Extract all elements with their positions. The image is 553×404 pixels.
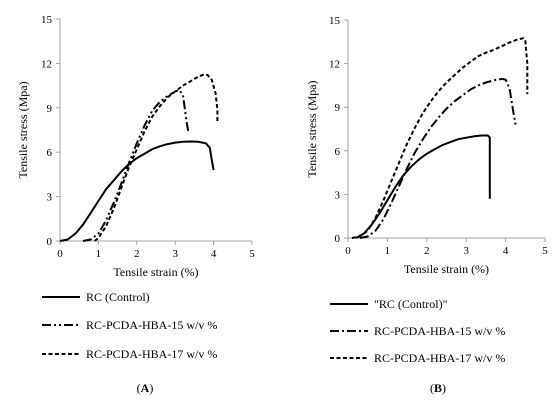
- x-tick-label: 1: [385, 245, 391, 257]
- y-tick-label: 9: [47, 103, 53, 115]
- y-tick-label: 0: [47, 236, 53, 248]
- y-tick-label: 3: [47, 192, 53, 204]
- x-tick-label: 4: [503, 245, 509, 257]
- panel-label: (B): [430, 381, 446, 395]
- x-tick-label: 0: [57, 248, 63, 260]
- x-tick-label: 3: [463, 245, 469, 257]
- x-axis-title: Tensile strain (%): [404, 262, 489, 276]
- x-axis-title: Tensile strain (%): [113, 265, 198, 279]
- x-tick-label: 1: [96, 248, 102, 260]
- x-tick-label: 2: [134, 248, 140, 260]
- x-tick-label: 4: [211, 248, 217, 260]
- y-tick-label: 15: [41, 14, 53, 26]
- legend-label-1: "RC (Control)": [374, 297, 448, 311]
- x-tick-label: 2: [424, 245, 430, 257]
- y-tick-label: 9: [335, 102, 341, 114]
- panel-label: (A): [137, 381, 154, 395]
- series-line-2: [82, 89, 190, 242]
- x-tick-label: 3: [172, 248, 178, 260]
- legend-label-3: RC-PCDA-HBA-17 w/v %: [374, 351, 505, 365]
- legend-label-2: RC-PCDA-HBA-15 w/v %: [86, 318, 217, 332]
- y-tick-label: 6: [47, 147, 53, 159]
- panel-label-part: (: [137, 381, 141, 395]
- y-tick-label: 0: [335, 233, 341, 245]
- legend-label-1: RC (Control): [86, 290, 150, 304]
- y-axis-title: Tensile stress (Mpa): [305, 80, 319, 177]
- x-tick-label: 5: [542, 245, 548, 257]
- series-line-3: [93, 73, 219, 242]
- y-axis-title: Tensile stress (Mpa): [16, 81, 30, 178]
- x-tick-label: 0: [345, 245, 351, 257]
- series-line-3: [351, 37, 529, 239]
- panel-label-part: ): [149, 381, 153, 395]
- legend-label-2: RC-PCDA-HBA-15 w/v %: [374, 324, 505, 338]
- y-tick-label: 12: [329, 59, 340, 71]
- panel-label-part: (: [430, 381, 434, 395]
- y-tick-label: 15: [329, 15, 341, 27]
- y-tick-label: 12: [41, 58, 52, 70]
- panel-label-part: A: [141, 381, 150, 395]
- series-line-1: [355, 134, 491, 239]
- series-line-2: [359, 77, 517, 239]
- panel-label-part: ): [442, 381, 446, 395]
- panel-label-part: B: [434, 381, 442, 395]
- legend-label-3: RC-PCDA-HBA-17 w/v %: [86, 347, 217, 361]
- y-tick-label: 3: [335, 189, 341, 201]
- series-line-1: [59, 140, 215, 242]
- y-tick-label: 6: [335, 146, 341, 158]
- x-tick-label: 5: [249, 248, 255, 260]
